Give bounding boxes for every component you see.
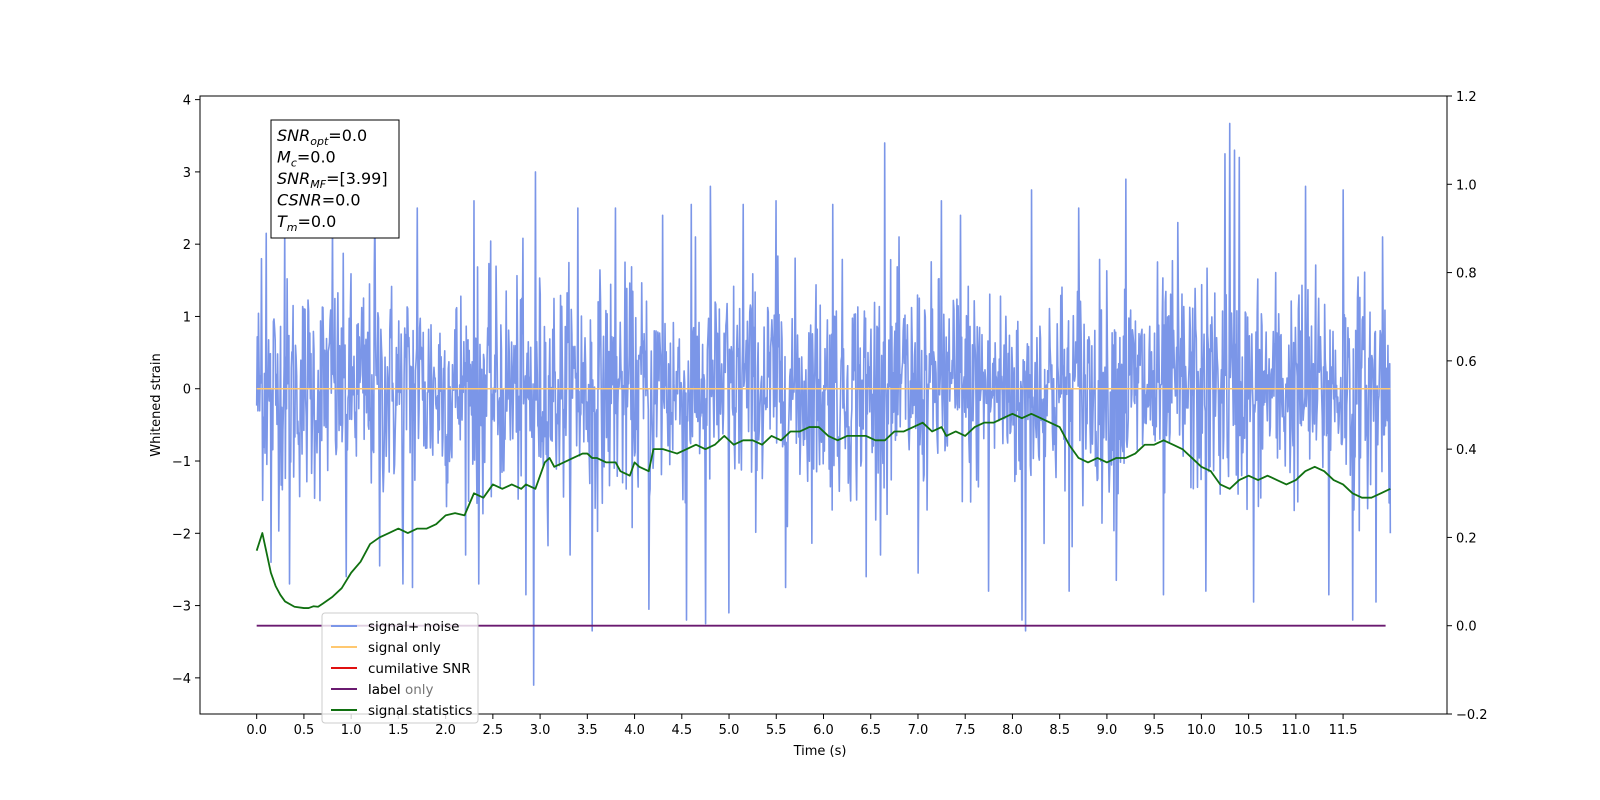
y-tick-label: 0 — [183, 383, 191, 398]
legend-label: cumilative SNR — [368, 661, 471, 677]
y-tick-label: −2 — [172, 527, 191, 542]
x-tick-label: 1.0 — [341, 723, 362, 738]
legend-label: label — [368, 682, 401, 698]
x-tick-label: 2.0 — [435, 723, 456, 738]
x-tick-label: 5.0 — [719, 723, 740, 738]
y-tick-label: 4 — [183, 94, 191, 109]
x-tick-label: 10.0 — [1187, 723, 1216, 738]
x-tick-label: 7.0 — [908, 723, 929, 738]
y-tick-label: −1 — [172, 455, 191, 470]
legend: label only signal+ noise signal only cumila… — [321, 612, 479, 724]
y-axis: 4 3 2 1 0 −1 −2 −3 −4 — [172, 94, 200, 687]
series-signal-statistics-line — [255, 412, 1391, 609]
x-tick-label: 3.5 — [577, 723, 598, 738]
x-tick-label: 9.5 — [1144, 723, 1165, 738]
y2-axis: 1.2 1.0 0.8 0.6 0.4 0.2 0.0 −0.2 — [1447, 90, 1488, 723]
y2-tick-label: 0.0 — [1456, 620, 1477, 635]
x-tick-label: 6.5 — [860, 723, 881, 738]
y2-tick-label: 0.6 — [1456, 355, 1477, 370]
x-tick-label: 0.5 — [294, 723, 315, 738]
x-tick-label: 5.5 — [766, 723, 787, 738]
x-axis: 0.0 0.5 1.0 1.5 2.0 2.5 3.0 3.5 4.0 4.5 5.0 5.5 6.0 6… — [246, 714, 1358, 738]
y-tick-label: 3 — [183, 166, 191, 181]
info-box-frame — [270, 119, 400, 239]
legend-label: signal only — [368, 640, 441, 656]
y2-tick-label: 0.8 — [1456, 267, 1477, 282]
y-tick-label: −4 — [172, 672, 191, 687]
y2-tick-label: 0.2 — [1456, 531, 1477, 546]
legend-label: signal+ noise — [368, 619, 459, 635]
x-tick-label: 4.5 — [671, 723, 692, 738]
y2-tick-label: 1.0 — [1456, 178, 1477, 193]
info-box-line: SNRMF=[3.99] — [277, 169, 388, 191]
x-tick-label: 10.5 — [1234, 723, 1263, 738]
info-box-line: CSNR=0.0 — [277, 191, 361, 210]
info-box-line: Tm=0.0 — [277, 212, 336, 234]
info-box-line: Mc=0.0 — [277, 148, 336, 170]
y2-tick-label: 1.2 — [1456, 90, 1477, 105]
x-tick-label: 9.0 — [1097, 723, 1118, 738]
x-tick-label: 1.5 — [388, 723, 409, 738]
x-tick-label: 3.0 — [530, 723, 551, 738]
x-tick-label: 8.5 — [1049, 723, 1070, 738]
legend-overlap-ghost-text: label only — [368, 682, 434, 698]
y-tick-label: 2 — [183, 238, 191, 253]
x-tick-label: 0.0 — [246, 723, 267, 738]
x-tick-label: 4.0 — [624, 723, 645, 738]
x-tick-label: 11.0 — [1281, 723, 1310, 738]
x-axis-label: Time (s) — [793, 744, 847, 759]
x-tick-label: 7.5 — [955, 723, 976, 738]
legend-label: signal statistics — [368, 703, 472, 719]
x-tick-label: 8.0 — [1002, 723, 1023, 738]
x-tick-label: 2.5 — [483, 723, 504, 738]
y2-tick-label: 0.4 — [1456, 443, 1477, 458]
y2-tick-label: −0.2 — [1456, 708, 1488, 723]
y-tick-label: 1 — [183, 310, 191, 325]
info-box-line: SNRopt=0.0 — [277, 126, 367, 148]
y-axis-label: Whitened strain — [149, 353, 164, 456]
y-tick-label: −3 — [172, 600, 191, 615]
x-tick-label: 11.5 — [1329, 723, 1358, 738]
x-tick-label: 6.0 — [813, 723, 834, 738]
series-signal-noise-line — [255, 122, 1392, 686]
legend-frame — [321, 612, 479, 724]
